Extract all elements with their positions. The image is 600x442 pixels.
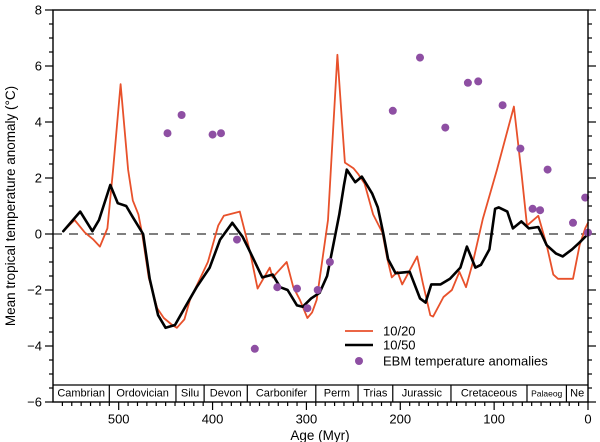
y-tick-label-0: 0 [35, 227, 42, 242]
ebm-dot [163, 129, 172, 138]
y-tick-label-2: 2 [35, 171, 42, 186]
ebm-dot [463, 78, 472, 87]
series-10-20-line [62, 53, 589, 329]
ebm-dot [233, 235, 241, 244]
period-label-palaeog: Palaeog [531, 389, 562, 399]
temperature-series-lines [61, 53, 590, 330]
x-tick-label-0: 0 [584, 412, 591, 427]
ebm-dot [177, 111, 186, 119]
y-axis-title: Mean tropical temperature anomaly (°C) [3, 86, 18, 326]
y-tick-label--6: −6 [27, 395, 42, 410]
period-label-cambrian: Cambrian [57, 388, 105, 400]
y-tick-label--4: −4 [27, 339, 42, 354]
period-label-cretaceous: Cretaceous [461, 388, 518, 400]
ebm-dot [313, 286, 322, 294]
ebm-dot [474, 77, 483, 86]
period-label-silu: Silu [181, 388, 199, 400]
legend-label-10-50: 10/50 [383, 338, 416, 353]
x-axis-tick-labels: 500 400 300 200 100 0 [108, 412, 592, 427]
period-label-jurassic: Jurassic [402, 388, 443, 400]
ebm-dot [208, 130, 217, 139]
y-tick-label-6: 6 [35, 59, 42, 74]
ebm-dot [441, 123, 450, 132]
ebm-dot [388, 106, 397, 115]
period-label-perm: Perm [324, 388, 350, 400]
plot-border [52, 9, 589, 403]
legend-swatch-ebm-dot [355, 357, 363, 365]
period-label-ordovician: Ordovician [116, 388, 169, 400]
x-axis-title: Age (Myr) [290, 428, 349, 442]
ebm-dot [528, 204, 537, 213]
period-label-carbonifer: Carbonifer [256, 388, 308, 400]
ebm-dot [303, 304, 312, 313]
x-tick-label-100: 100 [483, 412, 505, 427]
series-10-50-line [61, 168, 590, 330]
x-tick-label-300: 300 [296, 412, 318, 427]
period-label-devon: Devon [210, 388, 242, 400]
y-axis-tick-labels: −6 −4 −2 0 2 4 6 8 [27, 3, 42, 410]
x-tick-label-200: 200 [389, 412, 411, 427]
ebm-dot [569, 218, 577, 227]
legend-label-10-20: 10/20 [383, 324, 416, 339]
ebm-dot [416, 53, 424, 62]
ebm-dot [498, 101, 507, 110]
ebm-anomaly-dots [163, 53, 592, 353]
ebm-dot [543, 165, 552, 174]
geologic-period-strip: Cambrian Ordovician Silu Devon Carbonifer Per… [53, 384, 588, 402]
period-label-ne: Ne [570, 388, 584, 400]
ebm-dot [293, 284, 301, 293]
x-tick-label-400: 400 [202, 412, 224, 427]
ebm-dot [516, 144, 525, 153]
ebm-dot [250, 344, 259, 353]
y-tick-label-8: 8 [35, 3, 42, 18]
ebm-dot [217, 129, 225, 138]
y-tick-label-4: 4 [35, 115, 42, 130]
x-tick-label-500: 500 [108, 412, 130, 427]
legend-label-ebm: EBM temperature anomalies [383, 354, 548, 369]
ebm-dot [325, 258, 334, 266]
plot-frame [52, 9, 589, 403]
legend: 10/20 10/50 EBM temperature anomalies [345, 324, 548, 369]
y-tick-label--2: −2 [27, 283, 42, 298]
ebm-dot [581, 193, 590, 202]
period-label-trias: Trias [363, 388, 388, 400]
ebm-dot [273, 283, 282, 292]
ebm-dot [536, 206, 545, 215]
